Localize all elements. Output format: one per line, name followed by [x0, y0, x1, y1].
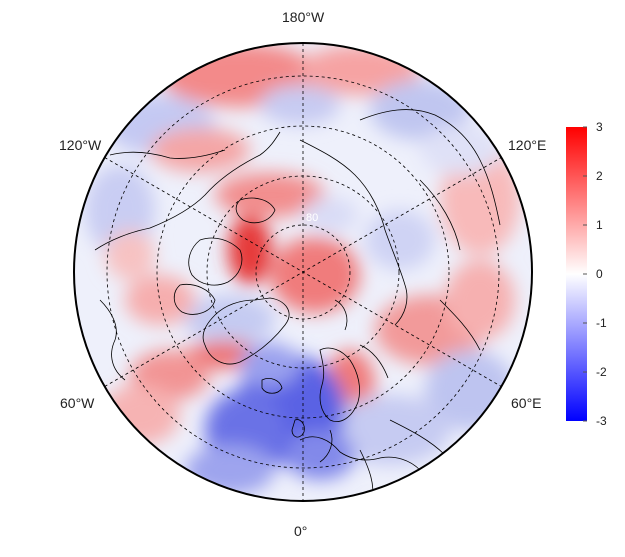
coastline-scandinavia — [319, 347, 360, 422]
anomaly-patch — [420, 125, 500, 175]
anomaly-patch — [228, 215, 272, 285]
coastline-siberia — [299, 139, 408, 326]
anomaly-patch — [150, 128, 250, 172]
lon-label-120w: 120°W — [59, 137, 102, 153]
coastline-europe — [319, 429, 333, 463]
colorbar-label: -2 — [596, 365, 607, 379]
anomaly-patch — [215, 173, 325, 217]
anomaly-patch — [240, 343, 300, 387]
coastline-archipelago — [235, 197, 276, 224]
meridian-line — [104, 157, 502, 387]
colorbar-label: 2 — [596, 169, 603, 183]
coastline-east-siberia — [359, 109, 501, 226]
coastline-uk — [291, 419, 305, 438]
coastline-archipelago — [188, 237, 243, 286]
colorbar-label: 0 — [596, 267, 603, 281]
coastline-north-america — [94, 131, 281, 251]
border-line — [419, 179, 461, 251]
graticule — [104, 43, 502, 501]
coastline-europe — [299, 436, 421, 471]
anomaly-patch — [100, 385, 180, 445]
anomaly-patch — [125, 275, 195, 325]
lon-label-0: 0° — [294, 523, 308, 539]
lon-label-120e: 120°E — [508, 137, 547, 153]
border-line — [389, 419, 446, 456]
coastline-greenland — [202, 297, 290, 365]
anomaly-patch — [105, 230, 155, 280]
coastline-iceland — [261, 378, 283, 394]
border-line — [439, 299, 481, 351]
lat-label-80: 80 — [306, 212, 319, 224]
colorbar-label: 1 — [596, 218, 603, 232]
anomaly-patch — [285, 430, 355, 480]
colorbar-ticks — [583, 126, 587, 422]
lon-label-60w: 60°W — [60, 395, 95, 411]
latitude-circle — [106, 75, 500, 469]
anomaly-patch — [370, 80, 470, 140]
coastline-novaya-zemlya — [334, 299, 348, 331]
colorbar-label: 3 — [596, 120, 603, 134]
map-boundary — [73, 42, 533, 502]
anomaly-patch — [302, 197, 358, 233]
lon-label-60e: 60°E — [511, 395, 542, 411]
lon-label-180w: 180°W — [282, 9, 325, 25]
anomaly-patch — [270, 237, 360, 313]
colorbar — [566, 127, 587, 421]
colorbar-label: -1 — [596, 316, 607, 330]
coastlines — [94, 109, 501, 501]
anomaly-patch — [185, 445, 275, 495]
coastline-archipelago — [173, 283, 216, 315]
coastline-hudson — [99, 299, 126, 381]
anomaly-patch — [445, 260, 515, 340]
anomaly-patch — [260, 85, 340, 125]
colorbar-label: -3 — [596, 414, 607, 428]
coastline-alaska — [109, 149, 226, 159]
anomaly-patch — [365, 210, 435, 270]
anomaly-patch — [330, 395, 450, 465]
anomaly-patch — [185, 295, 275, 345]
